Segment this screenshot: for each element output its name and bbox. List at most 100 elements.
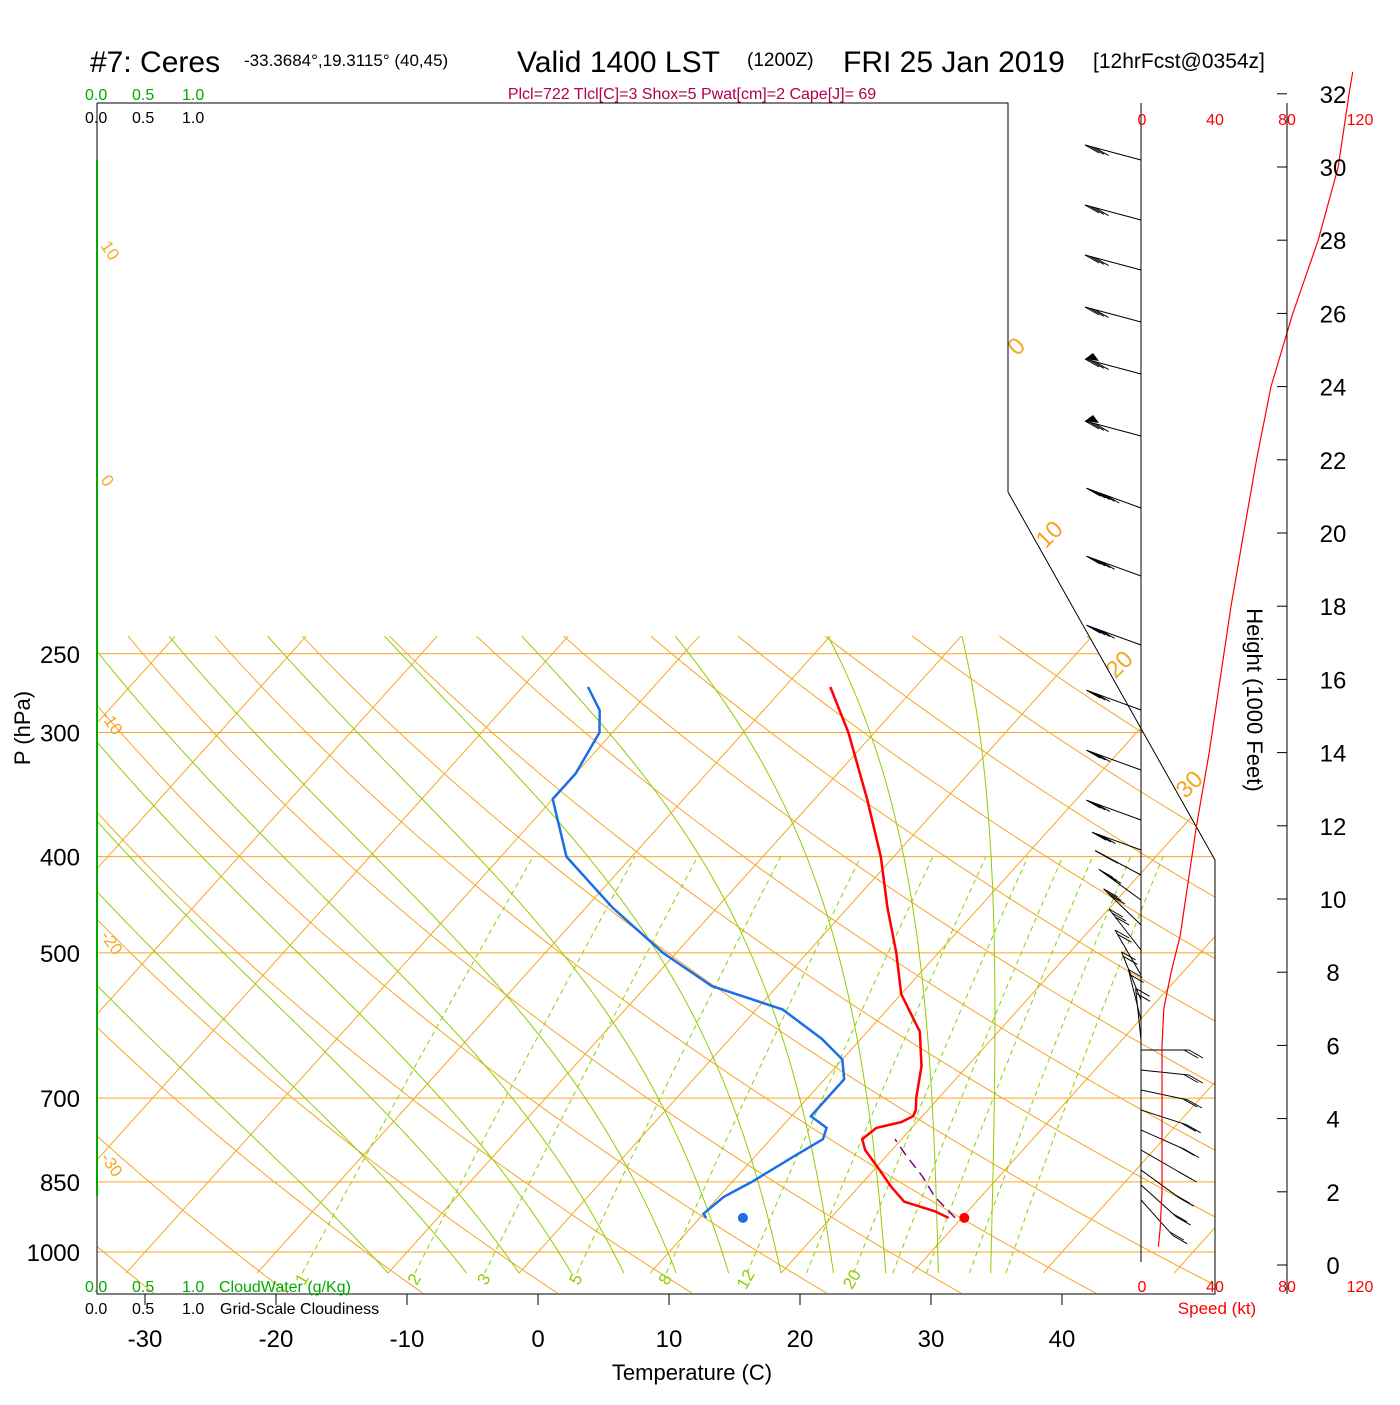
mixing-ratio-16: [806, 856, 987, 1274]
speed-tick-bottom-3: 120: [1347, 1279, 1374, 1296]
cloud-scale-top-black-1: 0.5: [132, 110, 154, 127]
cloud-scale-bottom-green-1: 0.5: [132, 1279, 154, 1296]
cloud-scale-bottom-black-1: 0.5: [132, 1301, 154, 1318]
wind-barb-staff: [1135, 988, 1142, 1041]
valid-date: FRI 25 Jan 2019: [843, 46, 1065, 79]
isotherm-0: [518, 635, 1093, 1274]
mixing-ratio-24: [892, 856, 1064, 1274]
wind-barb-feather: [1111, 912, 1127, 922]
isotherm-10: [649, 635, 1215, 1274]
speed-tick-bottom-0: 0: [1138, 1279, 1147, 1296]
height-tick-label: 30: [1320, 155, 1347, 182]
mixing-ratio-label: 2: [404, 1270, 425, 1288]
x-tick-label: 40: [1049, 1326, 1076, 1353]
wind-barb-feather: [1184, 1149, 1200, 1158]
wind-barb-feather: [1095, 753, 1111, 763]
wind-barb-feather: [1129, 973, 1144, 983]
dry-adiabat-label: -20: [97, 927, 127, 958]
wind-barb-feather: [1095, 628, 1111, 638]
height-tick-label: 24: [1320, 375, 1347, 402]
moist-adiabat-24: [521, 635, 834, 1274]
wind-barb-feather: [1094, 207, 1109, 217]
wind-barb-feather: [1100, 629, 1115, 639]
wind-barb-feather: [1106, 891, 1122, 901]
wind-barb-staff: [1127, 969, 1142, 1021]
dry-adiabat-400: [999, 635, 1215, 1294]
pressure-tick-label: 500: [40, 941, 80, 968]
wind-barb-feather: [1106, 874, 1122, 884]
height-tick-label: 6: [1326, 1033, 1339, 1060]
wind-barb-feather: [1095, 803, 1111, 813]
wind-barb-staff: [1084, 144, 1142, 161]
wind-barb-feather: [1086, 799, 1101, 809]
dry-adiabat-260: [97, 635, 423, 1294]
wind-barb-staff: [1140, 1199, 1174, 1237]
speed-tick-top-3: 120: [1347, 112, 1374, 129]
wind-barb-staff: [1084, 358, 1142, 375]
height-tick-label: 18: [1320, 594, 1347, 621]
wind-barb-feather: [1089, 359, 1105, 369]
height-tick-label: 14: [1320, 741, 1347, 768]
isotherm-40: [1042, 635, 1215, 1274]
isotherm-label: 10: [1031, 516, 1069, 554]
wind-barb-staff: [1140, 1184, 1178, 1218]
wind-barb-feather: [1102, 871, 1118, 881]
wind-barb-feather: [1090, 626, 1106, 636]
dry-adiabat-label: -30: [97, 1149, 127, 1180]
moist-adiabat-4: [97, 635, 572, 1274]
speed-tick-bottom-2: 80: [1278, 1279, 1296, 1296]
isotherm-label: 30: [1171, 766, 1209, 804]
wind-barb-feather: [1094, 147, 1109, 157]
wind-barb-feather: [1091, 831, 1107, 841]
pressure-tick-label: 300: [40, 720, 80, 747]
wind-barb-staff: [1086, 689, 1142, 711]
x-axis-title: Temperature (C): [612, 1360, 772, 1385]
wind-barb-feather: [1103, 888, 1118, 898]
thermo-grid: [97, 635, 1215, 1294]
moist-adiabat-32: [827, 635, 939, 1274]
wind-barb-feather: [1100, 492, 1115, 502]
dry-adiabat-270: [97, 635, 558, 1294]
moist-adiabat-8: [97, 635, 625, 1274]
surface-temperature-dot: [959, 1212, 970, 1223]
mixing-ratio-12: [746, 856, 934, 1274]
moist-adiabat-28: [674, 635, 887, 1274]
height-tick-label: 8: [1326, 960, 1339, 987]
height-tick-label: 28: [1320, 228, 1347, 255]
wind-barb-feather: [1090, 557, 1106, 567]
dry-adiabat-250: [97, 635, 289, 1294]
wind-barb-feather: [1175, 1194, 1191, 1204]
wind-barb-feather: [1103, 854, 1119, 864]
cloud-scale-top-green-2: 1.0: [182, 87, 204, 104]
temperature-axis-ticks: -30 -20 -10 0 10 20 30 40: [128, 1294, 1076, 1353]
speed-tick-bottom-1: 40: [1206, 1279, 1224, 1296]
moist-adiabat--10: [97, 635, 389, 1274]
isotherm-20: [780, 635, 1215, 1274]
mixing-ratio-label: 12: [733, 1266, 759, 1292]
height-tick-label: 0: [1326, 1253, 1339, 1280]
wind-barb-feather: [1089, 145, 1105, 155]
wind-barb-feather: [1095, 491, 1111, 501]
cloud-scale-bottom-black-0: 0.0: [85, 1301, 107, 1318]
mixing-ratio-2: [414, 856, 636, 1274]
cloud-scale-top-black-2: 1.0: [182, 110, 204, 127]
wind-barb-staff: [1140, 1109, 1187, 1126]
isotherm-label: 20: [1101, 646, 1139, 684]
dewpoint-line: [551, 686, 846, 1219]
dry-adiabat-label: 0: [97, 471, 118, 490]
wind-barb-feather: [1090, 691, 1106, 701]
height-tick-label: 22: [1320, 448, 1347, 475]
moist-adiabat-0: [97, 635, 520, 1274]
moist-adiabat-16: [267, 635, 730, 1274]
mixing-ratio-label: 8: [655, 1270, 676, 1288]
station-coords: -33.3684°,19.3115° (40,45): [244, 51, 448, 70]
wind-barb-feather: [1100, 560, 1115, 570]
cloud-scale-top-green-1: 0.5: [132, 87, 154, 104]
wind-barb-feather: [1172, 1235, 1188, 1245]
y-axis-title: P (hPa): [10, 691, 35, 765]
dry-adiabat-280: [97, 635, 693, 1294]
wind-barb-feather: [1094, 257, 1109, 267]
wind-barb-staff: [1086, 555, 1142, 577]
wind-barb-feather: [1086, 624, 1101, 634]
wind-barb-feather: [1117, 933, 1132, 943]
